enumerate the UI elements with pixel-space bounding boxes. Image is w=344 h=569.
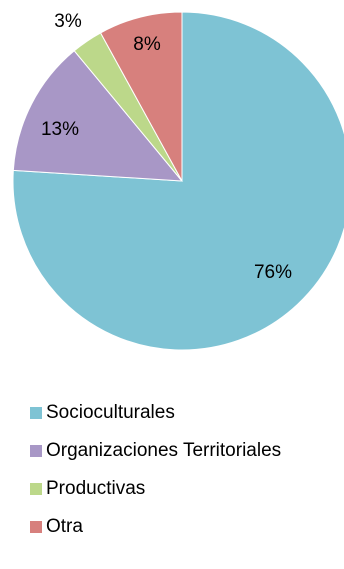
data-label-2: 3% — [54, 11, 82, 32]
pie-slice-1 — [12, 50, 184, 182]
legend-swatch-0 — [30, 407, 42, 419]
pie-slice-3 — [99, 11, 183, 182]
data-label-0: 76% — [254, 262, 292, 283]
legend-swatch-1 — [30, 445, 42, 457]
legend-swatch-3 — [30, 521, 42, 533]
legend-label-3: Otra — [46, 516, 83, 537]
data-label-1: 13% — [41, 119, 79, 140]
legend-label-1: Organizaciones Territoriales — [46, 440, 281, 461]
pie-slices — [12, 11, 344, 351]
legend-swatch-2 — [30, 483, 42, 495]
legend-label-0: Socioculturales — [46, 402, 175, 423]
legend: Socioculturales Organizaciones Territoria… — [30, 402, 281, 537]
data-labels: 76% 13% 3% 8% — [41, 11, 292, 283]
data-label-3: 8% — [133, 34, 161, 55]
legend-label-2: Productivas — [46, 478, 145, 499]
